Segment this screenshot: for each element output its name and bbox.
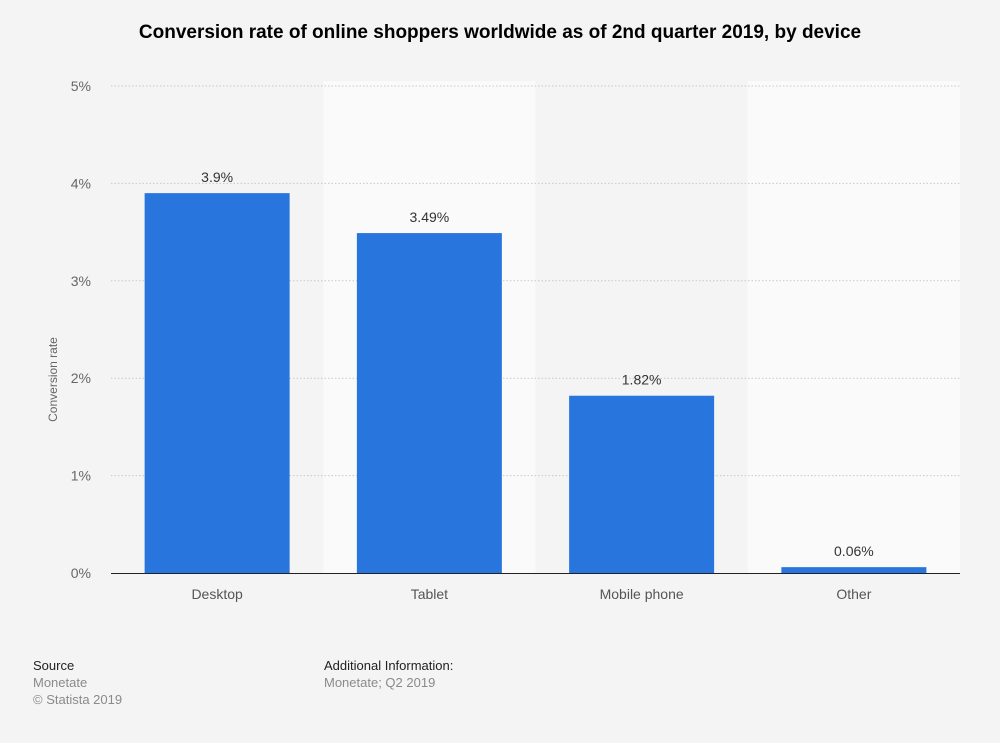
- bar-other: [781, 567, 927, 573]
- data-label: 1.82%: [622, 372, 662, 388]
- additional-info-value: Monetate; Q2 2019: [324, 675, 436, 690]
- y-tick-label: 4%: [71, 175, 91, 191]
- data-label: 3.49%: [410, 209, 450, 225]
- x-tick-label: Desktop: [191, 586, 243, 602]
- y-tick-label: 2%: [71, 370, 91, 386]
- category-band: [747, 81, 960, 573]
- y-axis-title: Conversion rate: [46, 337, 60, 422]
- source-label: Source: [33, 658, 75, 673]
- y-tick-label: 3%: [71, 273, 91, 289]
- bar-mobile-phone: [569, 395, 715, 573]
- data-label: 3.9%: [201, 169, 233, 185]
- bar-chart: 0% 1% 2% 3% 4% 5% 3.9% Desktop 3.49% Tablet 1.82% M…: [46, 78, 960, 602]
- source-value: Monetate: [33, 675, 88, 690]
- x-tick-label: Other: [836, 586, 871, 602]
- bar-desktop: [144, 193, 290, 573]
- source-block: Source Monetate © Statista 2019: [33, 657, 122, 708]
- y-tick-label: 5%: [71, 78, 91, 94]
- additional-info-block: Additional Information: Monetate; Q2 201…: [324, 657, 453, 691]
- copyright: © Statista 2019: [33, 692, 123, 707]
- data-label: 0.06%: [834, 543, 874, 559]
- x-tick-label: Tablet: [411, 586, 448, 602]
- y-tick-label: 1%: [71, 468, 91, 484]
- bar-tablet: [356, 233, 502, 573]
- y-tick-label: 0%: [71, 565, 91, 581]
- x-tick-label: Mobile phone: [600, 586, 684, 602]
- chart-title: Conversion rate of online shoppers world…: [138, 22, 862, 43]
- additional-info-label: Additional Information:: [324, 658, 454, 673]
